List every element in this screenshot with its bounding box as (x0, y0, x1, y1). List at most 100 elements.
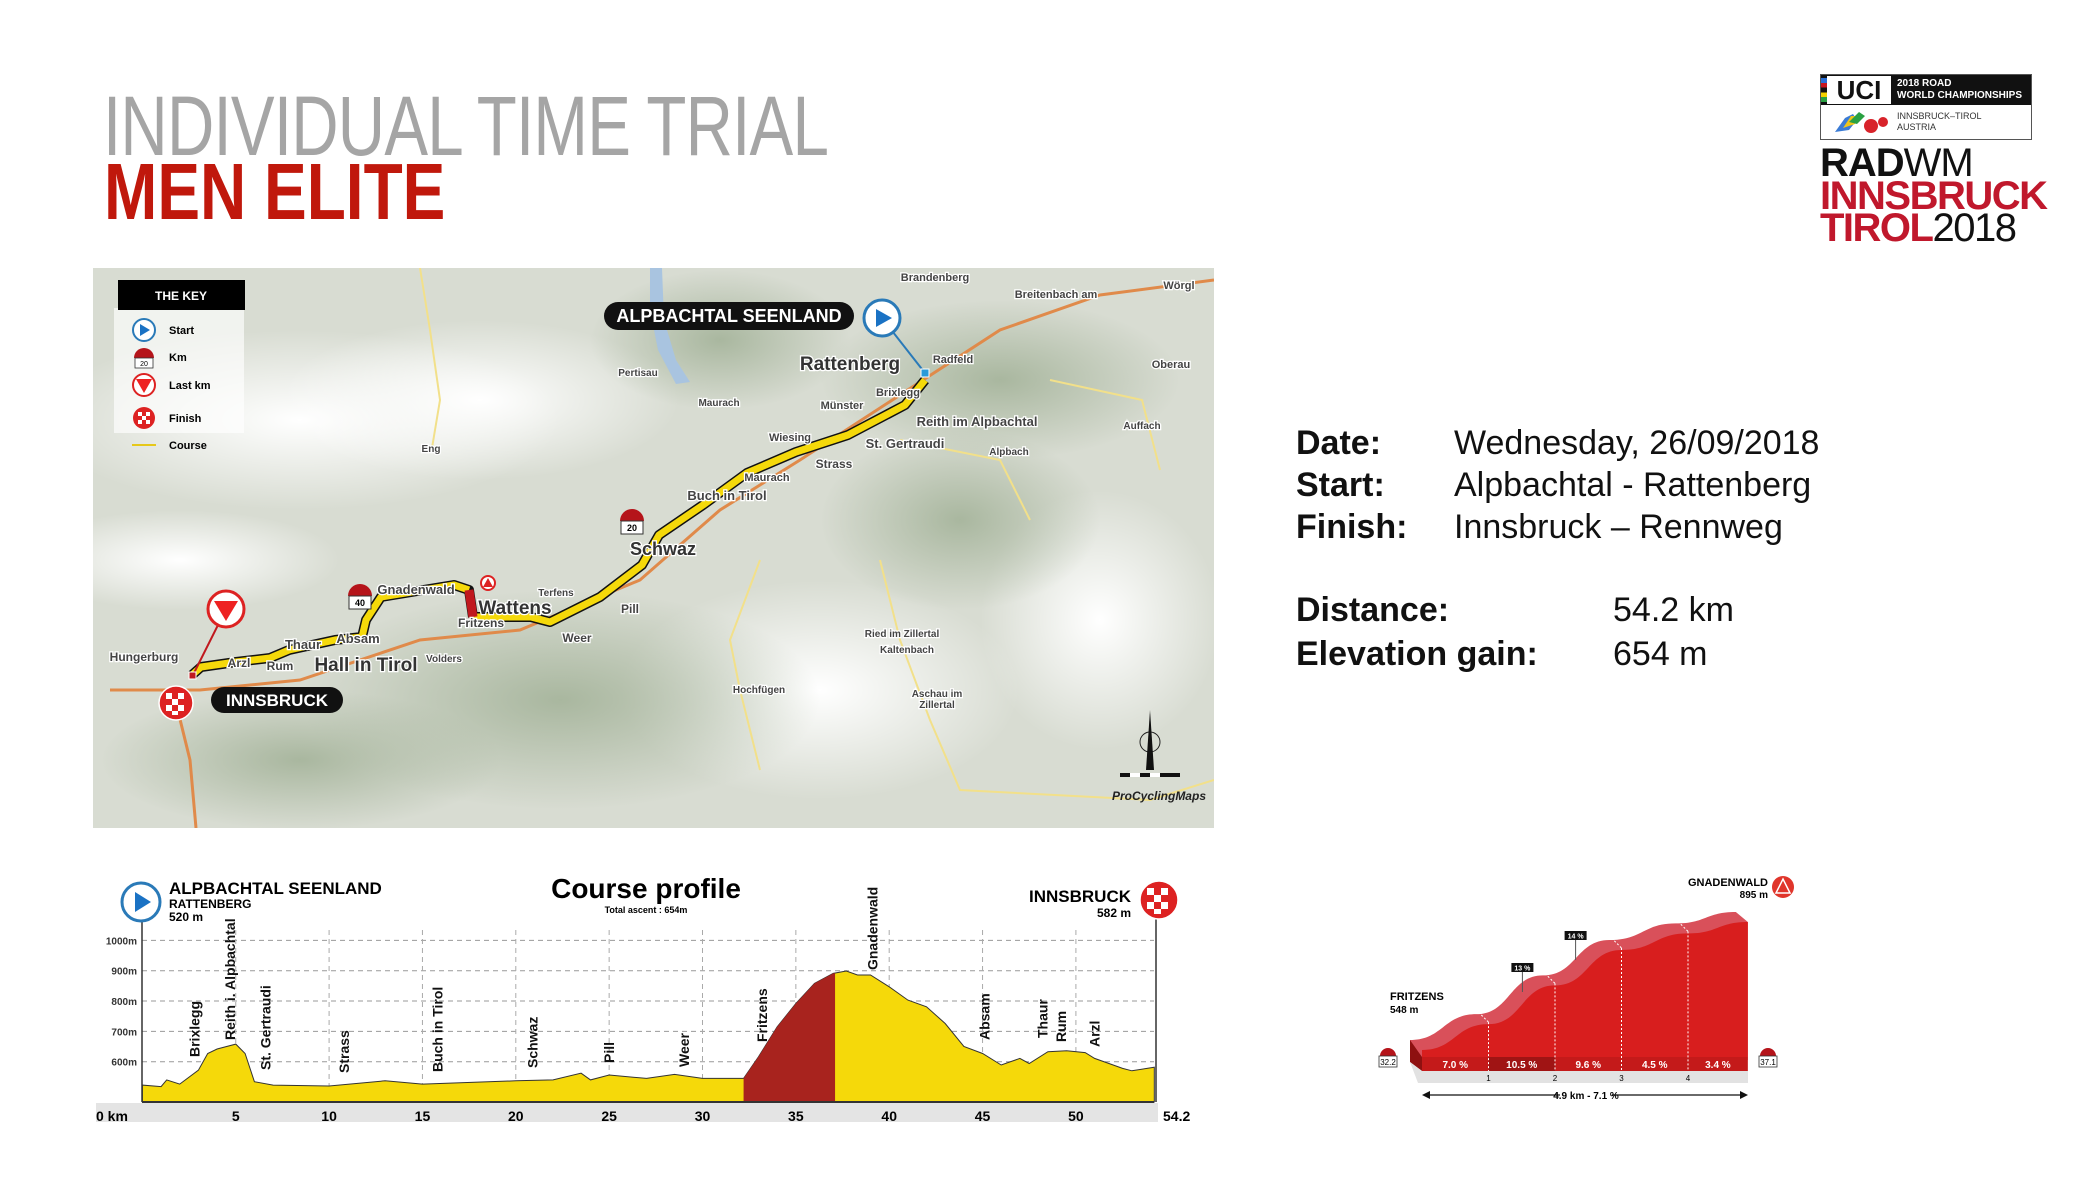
place-label: Maurach (698, 398, 739, 409)
x-tick-label: 25 (601, 1108, 617, 1124)
profile-place-label: Strass (336, 1030, 352, 1073)
profile-start-elevation: 520 m (169, 910, 203, 924)
key-lastkm-label: Last km (169, 380, 211, 392)
cyclist-icon (1835, 112, 1888, 133)
start-icon (132, 318, 156, 342)
climb-length-arrow (1422, 1091, 1748, 1099)
y-tick-labels: 600m 700m 800m 900m 1000m (106, 936, 137, 1068)
climb-km-labels: 1 2 3 4 (1486, 1074, 1691, 1083)
climb-km-label: 4 (1686, 1074, 1691, 1083)
climb-finish-name: GNADENWALD (1688, 877, 1768, 889)
climb-max-gradients: 13 % 14 % (1511, 931, 1587, 992)
finish-icon (158, 685, 194, 721)
svg-text:40: 40 (355, 598, 365, 608)
place-label: Volders (426, 654, 462, 665)
svg-text:20: 20 (627, 523, 637, 533)
gradient-label: 9.6 % (1575, 1060, 1601, 1071)
climb-base-strip (1410, 1062, 1748, 1083)
start-icon (862, 298, 902, 338)
profile-place-label: Absam (976, 993, 992, 1040)
place-label: Absam (336, 631, 379, 646)
profile-place-label: Pill (601, 1042, 617, 1063)
x-tick-labels: 5 10 15 20 25 30 35 40 45 50 (232, 1108, 1084, 1124)
place-label: Rattenberg (800, 354, 900, 375)
profile-place-label: Rum (1053, 1011, 1069, 1042)
y-tick-label: 800m (111, 997, 137, 1008)
key-start-label: Start (169, 325, 194, 337)
place-label: Wiesing (769, 432, 811, 444)
profile-place-label: Brixlegg (187, 1001, 203, 1057)
profile-place-label: Schwaz (525, 1017, 541, 1068)
start-banner-label: ALPBACHTAL SEENLAND (616, 306, 841, 326)
gradient-segment (1688, 1057, 1748, 1071)
profile-title: Course profile (551, 873, 741, 904)
climb-area (1422, 921, 1748, 1057)
climb-side-face (1410, 1040, 1422, 1071)
place-label: Kaltenbach (880, 645, 934, 656)
profile-place-label: Gnadenwald (864, 887, 880, 970)
place-label: Eng (422, 444, 441, 455)
last-km-icon (206, 589, 246, 629)
climb-summit-icon (480, 575, 496, 591)
x-tick-label: 20 (508, 1108, 524, 1124)
profile-finish-name: INNSBRUCK (1029, 887, 1132, 906)
finish-banner: INNSBRUCK (158, 589, 343, 721)
place-label: Ried im Zillertal (865, 629, 940, 640)
rainbow-stripes-icon (1821, 78, 1827, 102)
climb-start-elevation: 548 m (1390, 1005, 1418, 1016)
key-title: THE KEY (155, 289, 207, 303)
place-label: Gnadenwald (377, 582, 454, 597)
place-label: Wattens (478, 598, 551, 619)
last-km-icon (132, 373, 156, 397)
climb-km-label: 1 (1486, 1074, 1491, 1083)
y-tick-label: 700m (111, 1027, 137, 1038)
place-label: Fritzens (458, 616, 504, 630)
climb-profile-chart: 7.0 % 10.5 % 9.6 % 4.5 % 3.4 % 1 2 3 4 13 % 14 %… (1378, 876, 1794, 1102)
profile-subtitle: Total ascent : 654m (605, 905, 688, 915)
innsbruck-wordmark: INNSBRUCK (1820, 174, 2048, 218)
place-label: Thaur (285, 637, 321, 652)
gradient-segment (1422, 1057, 1489, 1071)
key-course-label: Course (169, 440, 207, 452)
x-tick-label: 50 (1068, 1108, 1084, 1124)
place-label: Hungerburg (110, 650, 179, 664)
place-label: Terfens (538, 588, 574, 599)
place-label: Zillertal (919, 700, 955, 711)
max-gradient-label: 13 % (1514, 966, 1531, 973)
profile-place-label: Thaur (1034, 999, 1050, 1038)
x-tick-label: 45 (975, 1108, 991, 1124)
place-label: Alpbach (989, 447, 1028, 458)
place-label: Breitenbach am (1015, 289, 1098, 301)
place-label: Maurach (744, 472, 790, 484)
finish-banner-label: INNSBRUCK (226, 691, 329, 710)
x-tick-label: 15 (415, 1108, 431, 1124)
x-axis-start-label: 0 km (96, 1108, 128, 1124)
place-label: Reith im Alpbachtal (917, 414, 1038, 429)
place-label: Brandenberg (901, 272, 969, 284)
route-map-svg: THE KEY Start 20 Km Last km Finish Cours… (93, 268, 1214, 828)
profile-grid (142, 930, 1154, 1102)
place-label: Buch in Tirol (687, 488, 766, 503)
profile-finish-elevation: 582 m (1097, 906, 1131, 920)
svg-text:32.2: 32.2 (1380, 1058, 1396, 1067)
north-arrow-icon (1120, 710, 1180, 777)
place-label: Aschau im (912, 689, 963, 700)
map-credit: ProCyclingMaps (1112, 789, 1206, 803)
profile-place-label: Reith i. Alpbachtal (222, 918, 238, 1040)
place-labels: Brandenberg Breitenbach am Wörgl Rattenb… (108, 271, 1195, 713)
x-tick-label: 10 (321, 1108, 337, 1124)
climb-finish-elevation: 895 m (1740, 890, 1768, 901)
gradient-segment (1555, 1057, 1622, 1071)
climb-gradient-bars: 7.0 % 10.5 % 9.6 % 4.5 % 3.4 % (1422, 1057, 1748, 1071)
profile-place-label: Weer (676, 1032, 692, 1067)
x-tick-label: 40 (881, 1108, 897, 1124)
place-label: Strass (816, 457, 853, 471)
profile-place-label: St. Gertraudi (258, 985, 274, 1070)
place-label: Schwaz (630, 539, 696, 559)
place-label: Hall in Tirol (314, 655, 417, 676)
course-route (188, 376, 929, 679)
y-tick-label: 900m (111, 967, 137, 978)
x-axis-band (96, 1103, 1158, 1122)
place-label: Pill (621, 602, 639, 616)
key-title-bar (118, 280, 245, 310)
